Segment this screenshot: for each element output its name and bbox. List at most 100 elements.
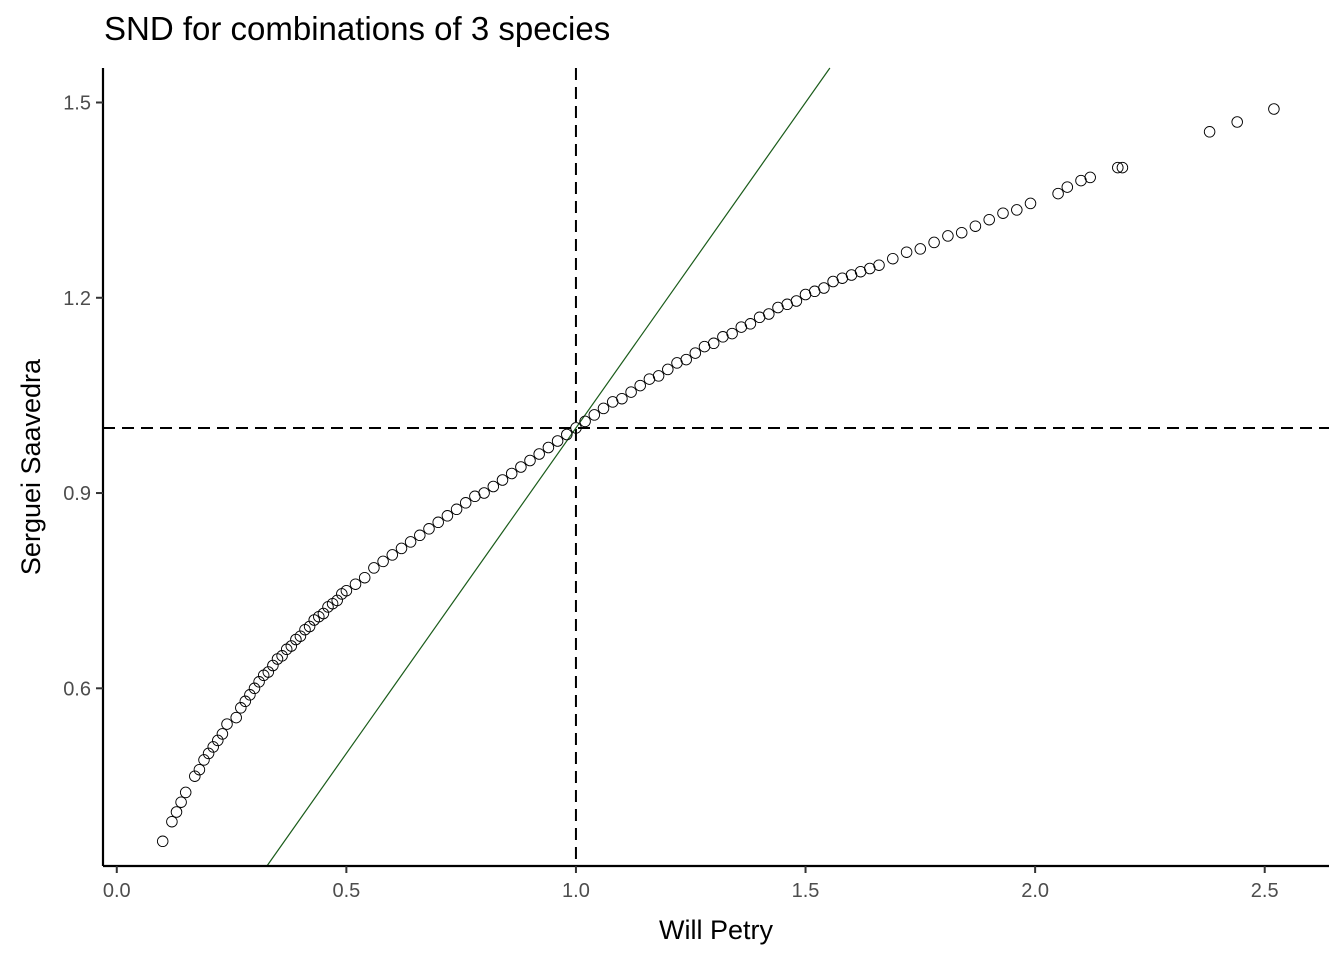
y-axis-ticks: 0.6 0.9 1.2 1.5	[63, 92, 103, 700]
data-point	[505, 467, 518, 480]
data-point	[625, 386, 637, 398]
x-tick-label: 2.5	[1251, 880, 1279, 902]
data-point	[358, 571, 371, 584]
data-point	[253, 676, 265, 688]
y-tick-label: 0.6	[63, 678, 91, 700]
data-point	[331, 594, 343, 607]
data-point	[156, 835, 169, 848]
data-point	[570, 422, 582, 434]
data-point	[790, 295, 803, 307]
identity-line	[266, 67, 831, 867]
data-point	[285, 640, 298, 652]
data-point	[997, 207, 1009, 219]
data-point	[533, 448, 545, 460]
data-point	[317, 607, 330, 620]
data-point	[969, 220, 982, 232]
data-point	[404, 536, 417, 548]
data-point	[900, 246, 913, 258]
data-point	[561, 428, 573, 441]
data-point	[179, 786, 192, 799]
data-point	[248, 682, 261, 695]
data-point	[478, 487, 490, 499]
data-point	[303, 620, 316, 633]
data-point	[414, 529, 426, 542]
data-point	[395, 542, 408, 555]
data-point	[551, 435, 564, 447]
data-point	[597, 402, 610, 415]
data-point	[928, 236, 940, 249]
data-point	[432, 516, 444, 529]
x-tick-label: 0.0	[103, 880, 131, 902]
data-point	[689, 347, 702, 359]
data-point	[189, 770, 201, 782]
data-point	[887, 252, 899, 265]
x-tick-label: 1.5	[792, 880, 820, 902]
data-point	[216, 728, 229, 740]
data-point	[193, 763, 206, 776]
data-point	[244, 689, 256, 701]
data-point	[616, 392, 628, 405]
data-point	[873, 259, 885, 271]
data-point	[515, 461, 527, 473]
data-point	[818, 282, 830, 294]
x-tick-label: 1.0	[562, 880, 590, 902]
data-point	[207, 741, 219, 753]
data-point	[983, 213, 995, 226]
data-point	[634, 379, 646, 392]
data-point	[368, 562, 380, 574]
data-point	[1112, 161, 1124, 174]
data-point	[1231, 116, 1243, 128]
data-point	[450, 503, 463, 516]
data-point	[588, 409, 601, 421]
data-point	[386, 549, 399, 561]
data-point	[744, 318, 757, 330]
data-point	[1061, 181, 1074, 193]
data-point	[1052, 187, 1064, 200]
data-point	[763, 308, 775, 320]
data-point	[524, 454, 536, 467]
data-point	[1116, 161, 1129, 174]
y-tick-label: 1.5	[63, 92, 91, 114]
data-point	[212, 734, 224, 747]
data-point	[652, 370, 665, 382]
data-point	[276, 650, 288, 662]
data-point	[349, 578, 362, 590]
data-point	[1084, 171, 1096, 184]
y-tick-label: 1.2	[63, 288, 91, 310]
axes	[101, 68, 1329, 868]
data-point	[175, 796, 187, 808]
data-point	[726, 327, 738, 340]
data-point	[340, 584, 353, 597]
data-point	[914, 243, 927, 255]
y-tick-label: 0.9	[63, 483, 91, 505]
data-point	[542, 441, 555, 454]
data-point	[680, 353, 692, 366]
data-point	[423, 523, 435, 535]
data-point	[230, 711, 242, 724]
data-point	[707, 337, 720, 350]
data-point	[459, 497, 472, 509]
x-tick-label: 2.0	[1021, 880, 1049, 902]
data-point	[441, 510, 454, 522]
data-points	[156, 103, 1280, 848]
data-point	[202, 747, 215, 760]
data-point	[1268, 103, 1280, 115]
x-axis-title: Will Petry	[659, 915, 773, 945]
data-point	[239, 695, 252, 708]
data-point	[170, 806, 183, 818]
data-point	[662, 363, 674, 376]
data-point	[198, 754, 210, 766]
data-point	[166, 815, 178, 828]
data-point	[942, 230, 954, 242]
data-point	[955, 226, 968, 239]
data-point	[487, 480, 500, 493]
data-point	[1024, 197, 1037, 210]
data-point	[262, 666, 275, 678]
data-point	[221, 718, 233, 730]
data-point	[1203, 126, 1216, 138]
reference-lines	[103, 67, 1329, 867]
x-tick-label: 0.5	[332, 880, 360, 902]
chart-title: SND for combinations of 3 species	[104, 10, 611, 47]
data-point	[294, 630, 307, 642]
data-point	[377, 555, 389, 568]
